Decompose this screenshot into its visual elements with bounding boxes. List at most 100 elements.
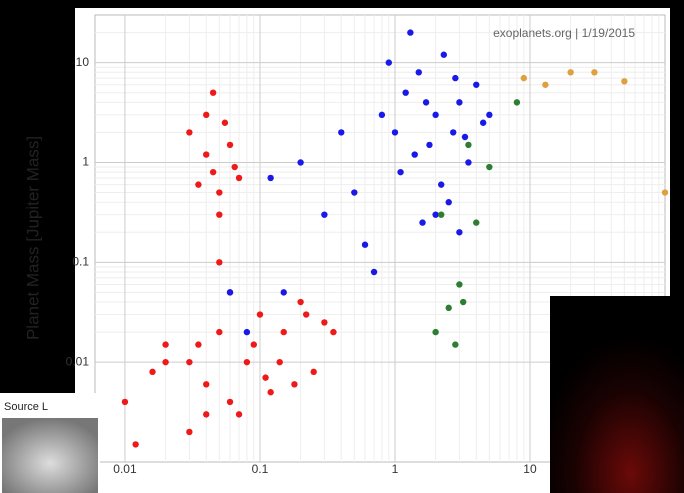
- data-point: [362, 242, 368, 248]
- data-point: [379, 112, 385, 118]
- data-point: [244, 329, 250, 335]
- data-point: [392, 129, 398, 135]
- y-tick-label: 0.1: [72, 254, 89, 268]
- data-point: [438, 181, 444, 187]
- data-point: [514, 99, 520, 105]
- inset-label: Source L: [4, 401, 48, 413]
- data-point: [122, 399, 128, 405]
- y-tick-label: 0.01: [66, 354, 90, 368]
- data-point: [267, 175, 273, 181]
- data-point: [162, 341, 168, 347]
- data-point: [450, 129, 456, 135]
- data-point: [281, 329, 287, 335]
- inset-image: [2, 418, 98, 493]
- data-point: [460, 299, 466, 305]
- data-point: [486, 112, 492, 118]
- data-point: [441, 52, 447, 58]
- data-point: [407, 29, 413, 35]
- data-point: [591, 69, 597, 75]
- data-point: [621, 78, 627, 84]
- data-point: [227, 142, 233, 148]
- data-point: [267, 389, 273, 395]
- data-point: [386, 59, 392, 65]
- data-point: [338, 129, 344, 135]
- data-point: [480, 120, 486, 126]
- data-point: [210, 89, 216, 95]
- data-point: [452, 341, 458, 347]
- data-point: [203, 151, 209, 157]
- data-point: [251, 341, 257, 347]
- y-axis-label: Planet Mass [Jupiter Mass]: [23, 136, 42, 340]
- data-point: [321, 319, 327, 325]
- data-point: [456, 229, 462, 235]
- x-tick-label: 0.1: [252, 462, 269, 476]
- data-point: [432, 112, 438, 118]
- data-point: [567, 69, 573, 75]
- data-point: [446, 305, 452, 311]
- data-point: [195, 181, 201, 187]
- data-point: [210, 169, 216, 175]
- data-point: [416, 69, 422, 75]
- data-point: [227, 289, 233, 295]
- data-point: [438, 211, 444, 217]
- data-point: [216, 189, 222, 195]
- data-point: [419, 219, 425, 225]
- data-point: [473, 219, 479, 225]
- data-point: [244, 359, 250, 365]
- data-point: [281, 289, 287, 295]
- x-tick-label: 0.01: [113, 462, 137, 476]
- data-point: [465, 142, 471, 148]
- data-point: [236, 175, 242, 181]
- data-point: [186, 429, 192, 435]
- data-point: [456, 281, 462, 287]
- data-point: [297, 159, 303, 165]
- data-point: [262, 374, 268, 380]
- data-point: [446, 199, 452, 205]
- data-point: [195, 341, 201, 347]
- data-point: [303, 311, 309, 317]
- data-point: [412, 151, 418, 157]
- data-point: [203, 381, 209, 387]
- data-point: [216, 211, 222, 217]
- annotation: exoplanets.org | 1/19/2015: [493, 26, 635, 40]
- data-point: [236, 411, 242, 417]
- data-point: [216, 329, 222, 335]
- data-point: [432, 329, 438, 335]
- data-point: [402, 89, 408, 95]
- data-point: [397, 169, 403, 175]
- data-point: [291, 381, 297, 387]
- data-point: [432, 211, 438, 217]
- data-point: [232, 164, 238, 170]
- data-point: [162, 359, 168, 365]
- data-point: [310, 369, 316, 375]
- data-point: [321, 211, 327, 217]
- data-point: [186, 359, 192, 365]
- data-point: [351, 189, 357, 195]
- data-point: [276, 359, 282, 365]
- data-point: [662, 189, 668, 195]
- data-point: [330, 329, 336, 335]
- data-point: [542, 82, 548, 88]
- data-point: [371, 269, 377, 275]
- data-point: [423, 99, 429, 105]
- data-point: [203, 411, 209, 417]
- data-point: [462, 134, 468, 140]
- data-point: [297, 299, 303, 305]
- screenshot: exoplanets.org | 1/19/2015 Planet Mass […: [0, 0, 684, 493]
- data-point: [227, 399, 233, 405]
- data-point: [426, 142, 432, 148]
- data-point: [257, 311, 263, 317]
- y-tick-label: 10: [76, 55, 90, 69]
- data-point: [486, 164, 492, 170]
- data-point: [132, 441, 138, 447]
- data-point: [456, 99, 462, 105]
- data-point: [465, 159, 471, 165]
- overlay-image: [550, 296, 684, 493]
- y-tick-label: 1: [82, 155, 89, 169]
- data-point: [473, 82, 479, 88]
- data-point: [452, 75, 458, 81]
- data-point: [216, 259, 222, 265]
- data-point: [186, 129, 192, 135]
- x-tick-label: 10: [523, 462, 537, 476]
- data-point: [222, 120, 228, 126]
